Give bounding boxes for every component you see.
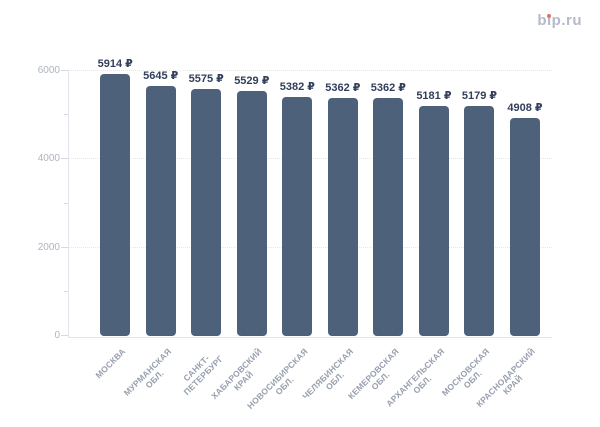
bar [100, 73, 131, 336]
y-major-tick [61, 246, 68, 248]
y-tick-label: 2000 [37, 241, 60, 253]
bar-value-label: 5914 ₽ [97, 57, 133, 70]
bar-value-label: 5181 ₽ [416, 90, 452, 103]
bar [282, 97, 313, 336]
y-minor-tick [64, 202, 68, 204]
x-category-label: МОСКВА [93, 346, 128, 381]
x-category-label: МУРМАНСКАЯ ОБЛ. [122, 346, 180, 405]
y-major-tick [61, 335, 68, 336]
bar [327, 98, 358, 336]
y-major-tick [61, 158, 68, 160]
bar-value-label: 5382 ₽ [279, 81, 315, 94]
bar [191, 88, 222, 336]
bar-value-label: 4908 ₽ [507, 102, 543, 115]
y-minor-tick [64, 290, 68, 292]
y-axis-line [68, 70, 69, 337]
bar-value-label: 5362 ₽ [370, 82, 406, 95]
y-tick-label: 4000 [37, 153, 60, 165]
bar-value-label: 5179 ₽ [461, 90, 498, 103]
bar [373, 98, 404, 336]
logo: bip.ru [537, 12, 582, 30]
bar-value-label: 5575 ₽ [188, 72, 224, 85]
gridline [68, 70, 552, 71]
y-tick-label: 0 [54, 330, 60, 341]
y-minor-tick [64, 114, 68, 116]
y-tick-label: 6000 [37, 65, 60, 76]
bar-value-label: 5529 ₽ [234, 74, 270, 87]
bar [464, 106, 495, 336]
bar [418, 106, 449, 336]
bar [236, 90, 267, 336]
bar-value-label: 5362 ₽ [325, 82, 361, 95]
x-category-label-line: МОСКВА [93, 346, 128, 381]
x-axis-line [68, 337, 552, 338]
bar-value-label: 5645 ₽ [143, 69, 179, 82]
logo-i-dot-icon [547, 13, 552, 18]
bar [509, 118, 540, 336]
bar [145, 85, 176, 336]
y-major-tick [61, 70, 68, 71]
